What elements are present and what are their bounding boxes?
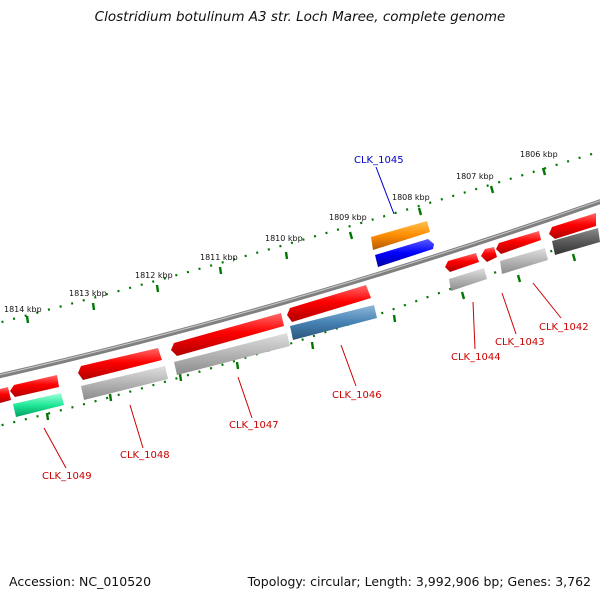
gene-label-clk-1044[interactable]: CLK_1044 (451, 352, 501, 363)
feature-grey-1047[interactable] (174, 333, 290, 375)
leader-lines (43, 166, 562, 469)
scale-labels: 1806 kbp 1807 kbp 1808 kbp 1809 kbp 1810… (4, 150, 558, 314)
map-title: Clostridium botulinum A3 str. Loch Maree… (94, 9, 506, 25)
feature-grey-1044[interactable] (449, 268, 487, 291)
gene-label-clk-1048[interactable]: CLK_1048 (120, 450, 170, 461)
outer-scale-ring (0, 150, 600, 324)
gene-arrow-small-red[interactable] (481, 247, 497, 262)
feature-dark-grey[interactable] (552, 228, 600, 255)
scale-label-1813: 1813 kbp (69, 289, 107, 298)
scale-label-1814: 1814 kbp (4, 305, 42, 314)
gene-label-clk-1046[interactable]: CLK_1046 (332, 390, 382, 401)
feature-blue-1045[interactable] (375, 239, 434, 267)
feature-grey-1048[interactable] (81, 366, 168, 400)
scale-label-1807: 1807 kbp (456, 172, 494, 181)
accession-text: Accession: NC_010520 (9, 574, 152, 589)
genome-backbone-highlight (0, 200, 600, 376)
scale-label-1810: 1810 kbp (265, 234, 303, 243)
gene-arrow-clk-1046[interactable] (287, 285, 371, 322)
scale-label-1809: 1809 kbp (329, 213, 367, 222)
scale-label-1808: 1808 kbp (392, 193, 430, 202)
feature-green-1049[interactable] (13, 393, 64, 417)
genome-info-text: Topology: circular; Length: 3,992,906 bp… (247, 574, 591, 589)
feature-grey-1043[interactable] (500, 248, 548, 274)
gene-arrow-clk-1048[interactable] (78, 348, 162, 380)
gene-arrow-clk-1043[interactable] (496, 231, 541, 254)
gene-arrow-edge[interactable] (0, 387, 11, 403)
gene-arrow-clk-1042[interactable] (549, 213, 596, 239)
scale-label-1812: 1812 kbp (135, 271, 173, 280)
gene-labels: CLK_1045 CLK_1042 CLK_1043 CLK_1044 CLK_… (42, 155, 589, 482)
genome-backbone (0, 199, 600, 379)
gene-label-clk-1047[interactable]: CLK_1047 (229, 420, 279, 431)
gene-label-clk-1042[interactable]: CLK_1042 (539, 322, 589, 333)
scale-label-1811: 1811 kbp (200, 253, 238, 262)
gene-arrow-clk-1049[interactable] (10, 375, 59, 397)
lower-track (13, 228, 600, 417)
scale-ticks (25, 167, 577, 421)
gene-arrow-clk-1044[interactable] (445, 253, 479, 272)
gene-arrow-clk-1047[interactable] (171, 313, 284, 356)
feature-steelblue-1046[interactable] (290, 305, 377, 340)
gene-label-clk-1049[interactable]: CLK_1049 (42, 471, 92, 482)
gene-arrow-clk-1045-orange[interactable] (371, 221, 430, 250)
upper-track (0, 213, 596, 403)
scale-label-1806: 1806 kbp (520, 150, 558, 159)
gene-label-clk-1043[interactable]: CLK_1043 (495, 337, 545, 348)
gene-label-clk-1045[interactable]: CLK_1045 (354, 155, 404, 166)
